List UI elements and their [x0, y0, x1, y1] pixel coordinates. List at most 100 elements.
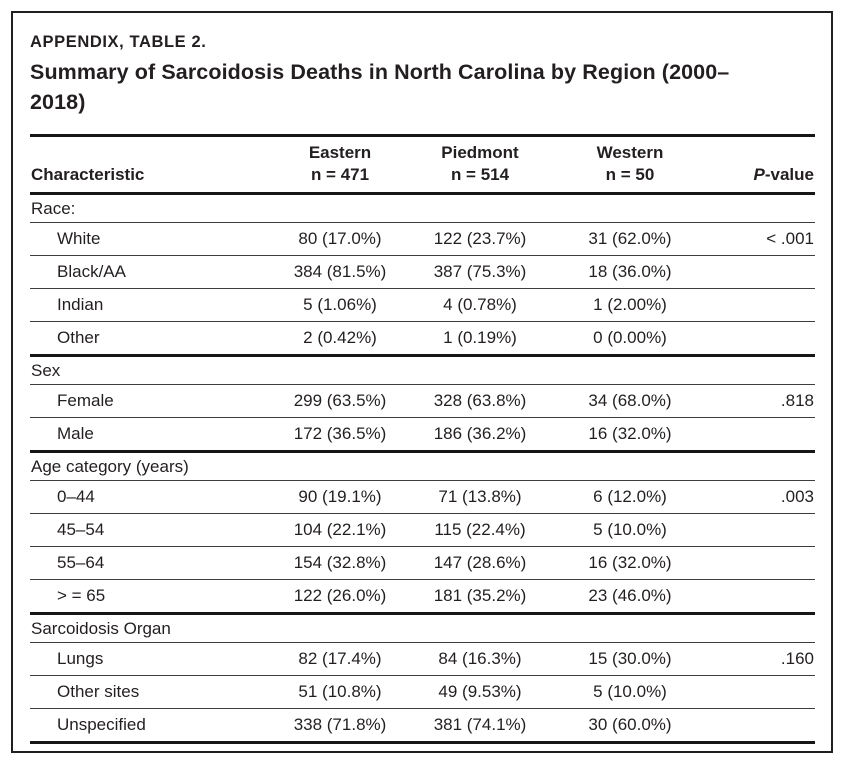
table-row: 55–64 154 (32.8%) 147 (28.6%) 16 (32.0%): [30, 547, 815, 580]
characteristic-cell: Male: [57, 424, 94, 443]
piedmont-cell: 1 (0.19%): [443, 328, 517, 347]
p-value-cell: .003: [780, 487, 814, 506]
table-row: Male 172 (36.5%) 186 (36.2%) 16 (32.0%): [30, 418, 815, 452]
p-value-cell: [710, 289, 815, 322]
p-value-rest: -value: [764, 165, 814, 184]
characteristic-cell: 0–44: [57, 487, 95, 506]
western-cell: 5 (10.0%): [593, 520, 667, 539]
eastern-cell: 122 (26.0%): [293, 586, 387, 605]
piedmont-cell: 71 (13.8%): [438, 487, 522, 506]
p-value-cell: .160: [780, 649, 814, 668]
piedmont-cell: 49 (9.53%): [438, 682, 522, 701]
p-value-cell: [710, 514, 815, 547]
characteristic-cell: 45–54: [57, 520, 105, 539]
table-frame: APPENDIX, TABLE 2. Summary of Sarcoidosi…: [11, 11, 833, 753]
appendix-table-label: APPENDIX, TABLE 2.: [30, 33, 207, 51]
column-header-western: Western n = 50: [550, 136, 710, 194]
section-label: Age category (years): [31, 457, 189, 476]
eastern-cell: 90 (19.1%): [298, 487, 382, 506]
table-header: Characteristic Eastern n = 471 Piedmont …: [30, 136, 815, 194]
eastern-cell: 2 (0.42%): [303, 328, 377, 347]
column-header-characteristic: Characteristic: [31, 165, 145, 184]
eastern-cell: 5 (1.06%): [303, 295, 377, 314]
table-row: Unspecified 338 (71.8%) 381 (74.1%) 30 (60.…: [30, 709, 815, 743]
eastern-cell: 104 (22.1%): [293, 520, 387, 539]
western-cell: 16 (32.0%): [588, 553, 672, 572]
western-label: Western: [596, 143, 664, 162]
western-cell: 34 (68.0%): [588, 391, 672, 410]
western-cell: 31 (62.0%): [588, 229, 672, 248]
table-row: Indian 5 (1.06%) 4 (0.78%) 1 (2.00%): [30, 289, 815, 322]
eastern-cell: 51 (10.8%): [298, 682, 382, 701]
characteristic-cell: Female: [57, 391, 114, 410]
table-title-line2: 2018): [30, 90, 86, 114]
piedmont-cell: 84 (16.3%): [438, 649, 522, 668]
section-label: Sex: [31, 361, 61, 380]
eastern-cell: 172 (36.5%): [293, 424, 387, 443]
p-value-cell: [710, 322, 815, 356]
characteristic-cell: Other sites: [57, 682, 140, 701]
western-cell: 30 (60.0%): [588, 715, 672, 734]
table-row: White 80 (17.0%) 122 (23.7%) 31 (62.0%) < .0…: [30, 223, 815, 256]
table-row: Black/AA 384 (81.5%) 387 (75.3%) 18 (36.0%): [30, 256, 815, 289]
characteristic-cell: White: [57, 229, 101, 248]
piedmont-label: Piedmont: [441, 143, 519, 162]
column-header-eastern: Eastern n = 471: [270, 136, 410, 194]
section-header-row: Sarcoidosis Organ: [30, 614, 815, 643]
p-value-italic-p: P: [753, 165, 765, 184]
p-value-cell: [710, 709, 815, 743]
eastern-cell: 338 (71.8%): [293, 715, 387, 734]
header-row: Characteristic Eastern n = 471 Piedmont …: [30, 136, 815, 194]
p-value-cell: [710, 256, 815, 289]
piedmont-cell: 122 (23.7%): [433, 229, 527, 248]
table-title-line1: Summary of Sarcoidosis Deaths in North C…: [30, 60, 730, 84]
piedmont-n: n = 514: [450, 165, 510, 184]
piedmont-cell: 147 (28.6%): [433, 553, 527, 572]
piedmont-cell: 115 (22.4%): [434, 520, 526, 539]
p-value-cell: [710, 547, 815, 580]
western-cell: 0 (0.00%): [593, 328, 667, 347]
table-row: 0–44 90 (19.1%) 71 (13.8%) 6 (12.0%) .003: [30, 481, 815, 514]
characteristic-cell: Lungs: [57, 649, 104, 668]
column-header-piedmont: Piedmont n = 514: [410, 136, 550, 194]
eastern-cell: 82 (17.4%): [298, 649, 382, 668]
western-cell: 18 (36.0%): [588, 262, 672, 281]
section-label: Sarcoidosis Organ: [31, 619, 171, 638]
table-row: Other sites 51 (10.8%) 49 (9.53%) 5 (10.0%): [30, 676, 815, 709]
section-header-row: Race:: [30, 194, 815, 223]
eastern-cell: 384 (81.5%): [293, 262, 387, 281]
piedmont-cell: 387 (75.3%): [433, 262, 527, 281]
summary-table: Characteristic Eastern n = 471 Piedmont …: [30, 134, 815, 744]
p-value-cell: < .001: [766, 229, 814, 248]
table-row: > = 65 122 (26.0%) 181 (35.2%) 23 (46.0%): [30, 580, 815, 614]
table-title: Summary of Sarcoidosis Deaths in North C…: [30, 57, 815, 117]
table-row: 45–54 104 (22.1%) 115 (22.4%) 5 (10.0%): [30, 514, 815, 547]
characteristic-cell: > = 65: [57, 586, 106, 605]
piedmont-cell: 4 (0.78%): [443, 295, 517, 314]
section-label: Race:: [31, 199, 76, 218]
characteristic-cell: 55–64: [57, 553, 105, 572]
western-cell: 23 (46.0%): [588, 586, 672, 605]
western-cell: 1 (2.00%): [593, 295, 667, 314]
piedmont-cell: 181 (35.2%): [433, 586, 527, 605]
p-value-cell: [710, 580, 815, 614]
western-n: n = 50: [605, 165, 655, 184]
eastern-cell: 154 (32.8%): [293, 553, 387, 572]
characteristic-cell: Other: [57, 328, 100, 347]
section-header-row: Age category (years): [30, 452, 815, 481]
western-cell: 15 (30.0%): [588, 649, 672, 668]
western-cell: 6 (12.0%): [593, 487, 667, 506]
eastern-cell: 80 (17.0%): [298, 229, 382, 248]
western-cell: 16 (32.0%): [588, 424, 672, 443]
eastern-cell: 299 (63.5%): [293, 391, 387, 410]
column-header-p-value: P-value: [710, 136, 815, 194]
eastern-label: Eastern: [308, 143, 372, 162]
piedmont-cell: 186 (36.2%): [433, 424, 527, 443]
western-cell: 5 (10.0%): [593, 682, 667, 701]
characteristic-cell: Indian: [57, 295, 104, 314]
table-row: Lungs 82 (17.4%) 84 (16.3%) 15 (30.0%) .160: [30, 643, 815, 676]
table-body: Race: White 80 (17.0%) 122 (23.7%) 31 (62.0%…: [30, 194, 815, 743]
eastern-n: n = 471: [310, 165, 370, 184]
p-value-cell: [710, 676, 815, 709]
characteristic-cell: Unspecified: [57, 715, 146, 734]
